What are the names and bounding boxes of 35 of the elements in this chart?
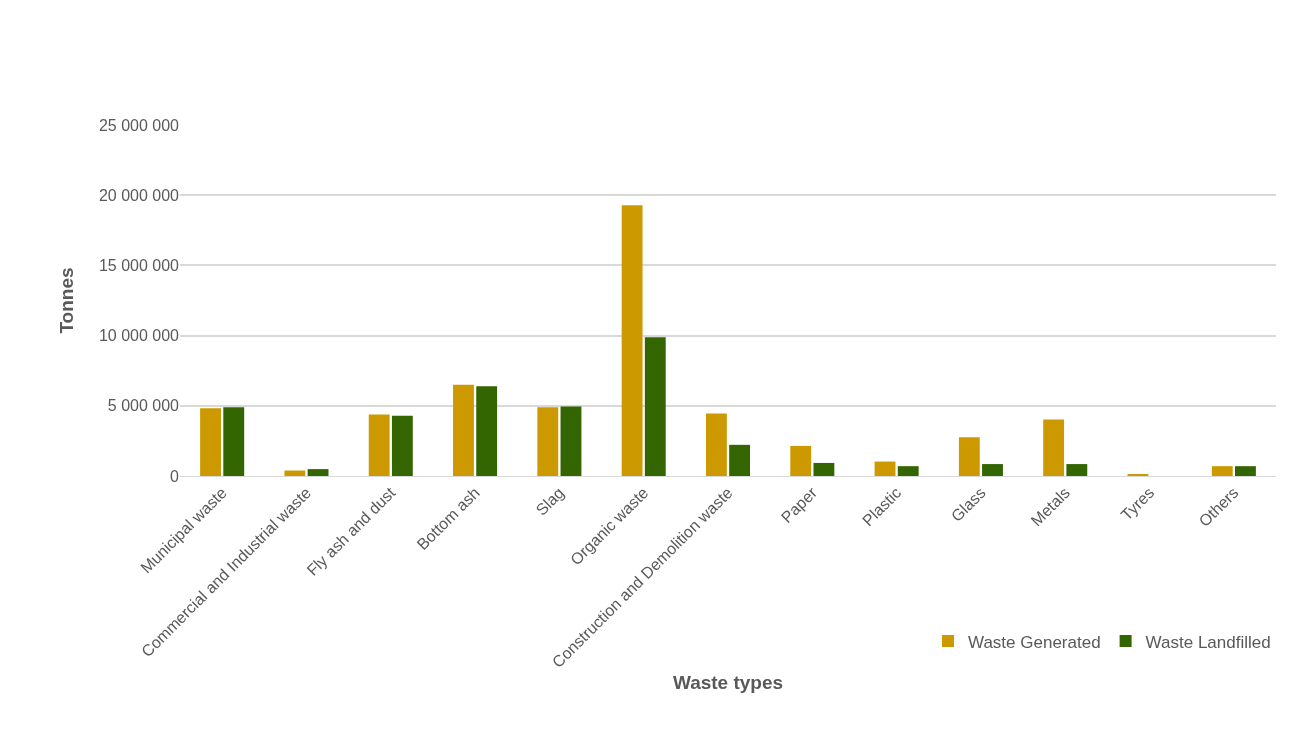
y-tick-label: 15 000 000 xyxy=(98,257,180,274)
bar xyxy=(1043,419,1065,476)
bar xyxy=(368,414,390,476)
bar xyxy=(982,464,1003,476)
bar xyxy=(476,386,498,476)
bar xyxy=(958,437,980,476)
bar xyxy=(284,470,306,476)
bar xyxy=(874,461,896,476)
y-tick-label: 5 000 000 xyxy=(107,397,180,415)
bar xyxy=(897,466,919,476)
y-tick-label: 25 000 000 xyxy=(98,116,180,134)
bar xyxy=(560,406,582,476)
bar xyxy=(1211,466,1233,476)
bar xyxy=(621,205,643,476)
bar xyxy=(705,413,727,476)
bar xyxy=(729,444,751,476)
bar xyxy=(200,408,221,476)
bar xyxy=(223,407,245,476)
y-tick-label: 0 xyxy=(170,467,180,485)
bar xyxy=(813,462,835,476)
y-tick-label: 10 000 000 xyxy=(98,327,180,345)
bar xyxy=(644,337,666,476)
bar xyxy=(307,469,329,476)
bar xyxy=(1066,464,1088,476)
bar xyxy=(1235,466,1256,476)
legend-label: Waste Generated xyxy=(968,632,1101,652)
y-tick-label: 20 000 000 xyxy=(98,186,180,204)
bar xyxy=(790,445,812,476)
x-axis-title: Waste types xyxy=(672,671,784,693)
bar xyxy=(537,407,559,476)
x-tick-label: Slag xyxy=(532,483,568,519)
legend-label: Waste Landfilled xyxy=(1145,632,1271,652)
bar xyxy=(391,415,413,476)
y-axis-title: Tonnes xyxy=(55,267,77,334)
bar xyxy=(453,384,474,476)
